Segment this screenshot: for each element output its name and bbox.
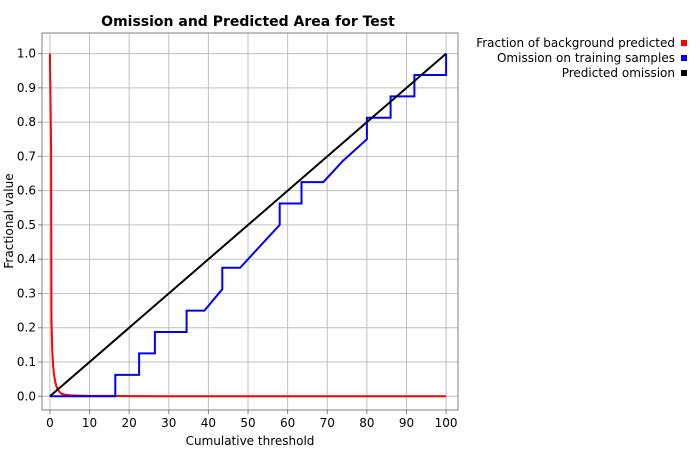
legend-label: Fraction of background predicted — [476, 36, 675, 50]
legend-label: Omission on training samples — [497, 51, 675, 65]
x-tick-label: 10 — [82, 416, 97, 430]
x-tick-label: 0 — [46, 416, 54, 430]
y-tick-label: 0.6 — [17, 184, 36, 198]
x-tick-label: 60 — [280, 416, 295, 430]
y-tick-label: 0.8 — [17, 115, 36, 129]
x-axis-label: Cumulative threshold — [186, 434, 315, 448]
y-tick-label: 0.5 — [17, 218, 36, 232]
y-axis-label: Fractional value — [2, 173, 16, 268]
legend-swatch — [681, 70, 687, 76]
plot-area — [42, 33, 458, 410]
y-axis-ticks: 0.0 0.1 0.2 0.3 0.4 0.5 0.6 0.7 0.8 0.9 1.0 — [17, 47, 42, 403]
y-tick-label: 0.2 — [17, 321, 36, 335]
x-tick-label: 50 — [240, 416, 255, 430]
legend-swatch — [681, 55, 687, 61]
x-tick-label: 40 — [201, 416, 216, 430]
y-tick-label: 0.0 — [17, 389, 36, 403]
y-tick-label: 1.0 — [17, 47, 36, 61]
x-tick-label: 20 — [122, 416, 137, 430]
series-line-fraction-of-background-predicted — [48, 53, 447, 398]
y-tick-label: 0.9 — [17, 81, 36, 95]
legend: Fraction of background predictedOmission… — [476, 36, 687, 80]
legend-label: Predicted omission — [562, 66, 675, 80]
y-tick-label: 0.4 — [17, 252, 36, 266]
series-layer — [48, 52, 448, 398]
x-tick-label: 90 — [399, 416, 414, 430]
x-tick-label: 70 — [320, 416, 335, 430]
x-tick-label: 80 — [359, 416, 374, 430]
series-line-predicted-omission — [49, 52, 447, 398]
x-tick-label: 100 — [435, 416, 458, 430]
x-tick-label: 30 — [161, 416, 176, 430]
legend-swatch — [681, 40, 687, 46]
y-tick-label: 0.3 — [17, 286, 36, 300]
plot-border — [41, 32, 459, 411]
chart-title: Omission and Predicted Area for Test — [101, 14, 395, 30]
y-tick-label: 0.1 — [17, 355, 36, 369]
x-axis-ticks: 0 10 20 30 40 50 60 70 80 90 100 — [46, 410, 458, 430]
y-tick-label: 0.7 — [17, 149, 36, 163]
series-line-omission-on-training-samples — [49, 53, 448, 398]
